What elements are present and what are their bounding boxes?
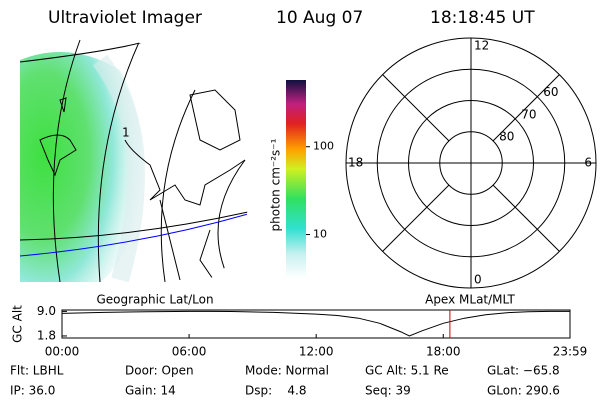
y-tick-label: 1.8 xyxy=(37,328,56,342)
mlt-label: 0 xyxy=(474,273,482,287)
terminator xyxy=(20,213,249,257)
lat-label: 60 xyxy=(543,85,558,99)
status-field: GLat: −65.8 xyxy=(487,364,560,378)
mlt-spoke xyxy=(492,184,560,252)
colorbar xyxy=(286,80,306,278)
mlt-spoke xyxy=(382,184,450,252)
mlt-spoke xyxy=(492,74,560,142)
left-label: Geographic Lat/Lon xyxy=(96,293,213,307)
status-field: Seq: 39 xyxy=(365,384,411,398)
status-field: Flt: LBHL xyxy=(10,364,64,378)
colorbar-tick-label: 10 xyxy=(313,228,327,241)
x-tick-label: 23:59 xyxy=(553,345,588,359)
title: Ultraviolet Imager xyxy=(48,8,202,28)
status-field: Door: Open xyxy=(125,364,194,378)
colorbar-label: photon cm⁻²s⁻¹ xyxy=(269,138,283,231)
lat-label: 70 xyxy=(521,107,536,121)
status-field: Gain: 14 xyxy=(125,384,176,398)
status-field: Mode: Normal xyxy=(245,364,329,378)
strip-ylabel: GC Alt xyxy=(11,305,25,343)
x-tick-label: 18:00 xyxy=(426,345,461,359)
status-field: Dsp: 4.8 xyxy=(245,384,307,398)
x-tick-label: 12:00 xyxy=(299,345,334,359)
colorbar-tick-label: 100 xyxy=(313,140,334,153)
auroral-emission xyxy=(20,52,143,282)
mlt-spoke xyxy=(382,74,450,142)
mlt-label: 6 xyxy=(584,156,592,170)
x-tick-label: 00:00 xyxy=(45,345,80,359)
status-field: GC Alt: 5.1 Re xyxy=(365,364,449,378)
time: 18:18:45 UT xyxy=(430,8,535,28)
lat-label: 80 xyxy=(499,129,514,143)
status-field: IP: 36.0 xyxy=(10,384,55,398)
status-field: GLon: 290.6 xyxy=(487,384,560,398)
map xyxy=(20,39,249,282)
graticule xyxy=(20,39,249,282)
map-marker: 1 xyxy=(122,126,130,140)
date: 10 Aug 07 xyxy=(276,8,363,28)
altitude-strip: 9.0 1.8 00:00 06:00 12:00 18:00 23:59 xyxy=(37,304,587,359)
y-tick-label: 9.0 xyxy=(37,304,56,318)
mlt-label: 18 xyxy=(348,156,363,170)
x-tick-label: 06:00 xyxy=(172,345,207,359)
mlt-label: 12 xyxy=(474,39,489,53)
polar-label: Apex MLat/MLT xyxy=(425,293,515,307)
altitude-curve xyxy=(61,310,570,337)
